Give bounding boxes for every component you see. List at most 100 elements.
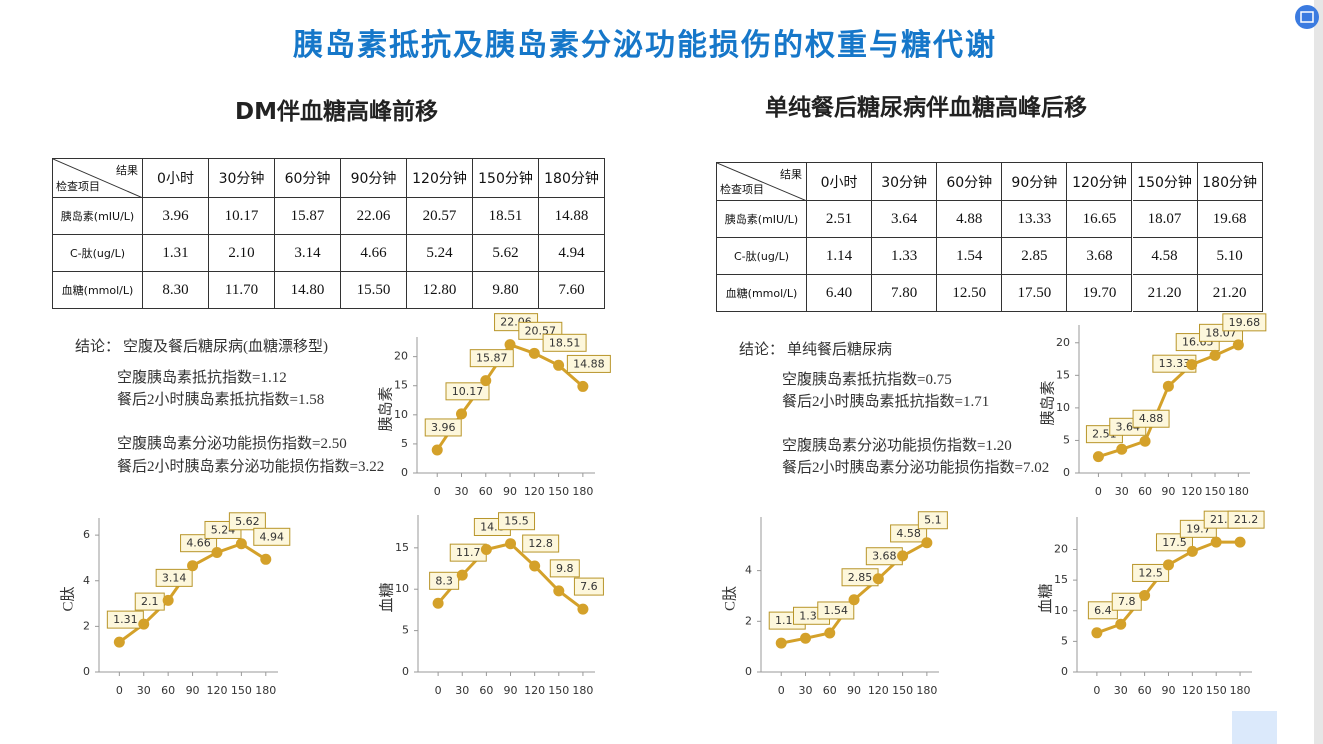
x-tick-label: 180 [572,485,593,498]
corner-cell: 结果 检查项目 [717,163,807,201]
data-point [577,603,589,615]
data-label-box [1227,510,1265,529]
data-point [480,543,492,555]
y-tick-label: 15 [1056,368,1070,381]
column-header: 90分钟 [341,159,407,198]
conclusion-line: 空腹胰岛素分泌功能损伤指数=1.20 [782,438,1012,454]
data-point [1092,451,1104,463]
table-cell: 21.20 [1197,275,1263,312]
data-label: 17.5 [1162,536,1187,549]
data-label: 3.14 [162,571,187,584]
y-tick-label: 0 [402,665,409,678]
x-tick-label: 90 [847,684,861,697]
column-header: 120分钟 [407,159,473,198]
x-tick-label: 0 [434,485,441,498]
corner-top: 结果 [116,165,138,177]
table-cell: 2.85 [1002,238,1068,275]
row-label: C-肽(ug/L) [717,238,807,275]
x-tick-label: 150 [231,684,252,697]
data-label-box [228,512,266,531]
data-point [187,560,199,572]
y-axis-label: 胰岛素 [377,386,394,431]
table-cell: 10.17 [209,198,275,235]
table-cell: 15.87 [275,198,341,235]
table-cell: 4.66 [341,235,407,272]
y-tick-label: 0 [1063,466,1070,479]
data-point [432,597,444,609]
table-cell: 19.70 [1067,275,1133,312]
data-label-box [566,354,611,373]
data-label: 6.4 [1094,604,1112,617]
table-cell: 1.33 [872,238,938,275]
table-cell: 1.54 [937,238,1003,275]
data-point [577,380,589,392]
column-header: 180分钟 [1197,163,1263,201]
x-tick-label: 90 [504,684,518,697]
data-label-box [917,511,948,530]
data-point [235,538,247,550]
column-header: 30分钟 [872,163,938,201]
panel-heading: DM伴血糖高峰前移 [235,99,438,125]
table-cell: 18.07 [1132,201,1198,238]
table-cell: 18.51 [473,198,539,235]
data-point [848,594,860,606]
y-tick-label: 15 [1054,573,1068,586]
data-label: 21.2 [1234,513,1259,526]
y-axis-label: 胰岛素 [1039,380,1056,425]
panel-heading: 单纯餐后糖尿病伴血糖高峰后移 [765,95,1087,121]
x-tick-label: 120 [868,684,889,697]
data-point [456,408,467,420]
x-tick-label: 60 [1138,684,1152,697]
corner-diagonal [53,159,143,198]
data-label: 3.68 [872,550,897,563]
x-tick-label: 120 [206,684,227,697]
x-tick-label: 60 [161,684,175,697]
table-cell: 1.31 [143,235,209,272]
data-label-box [549,559,580,578]
data-label: 15.5 [504,515,529,528]
data-point [260,553,272,565]
data-label: 9.8 [556,562,574,575]
column-header: 90分钟 [1002,163,1068,201]
data-point [113,636,125,648]
table-cell: 19.68 [1197,201,1263,238]
data-point [1115,618,1127,630]
data-point [480,375,492,387]
x-tick-label: 0 [116,684,123,697]
x-tick-label: 0 [435,684,442,697]
y-tick-label: 0 [745,665,752,678]
table-cell: 7.80 [872,275,938,312]
corner-widget[interactable] [1232,711,1277,744]
table-cell: 6.40 [807,275,873,312]
data-point [921,537,933,549]
data-point [505,538,517,550]
data-label: 2.1 [141,595,159,608]
x-tick-label: 30 [455,684,469,697]
column-header: 60分钟 [275,159,341,198]
data-point [1139,435,1151,447]
x-tick-label: 60 [479,684,493,697]
y-tick-label: 15 [395,541,409,554]
column-header: 150分钟 [1132,163,1198,201]
table-cell: 21.20 [1132,275,1198,312]
x-tick-label: 60 [1138,485,1152,498]
data-point [162,594,174,606]
data-label-box [573,577,604,596]
table-cell: 9.80 [473,272,539,309]
table-cell: 15.50 [341,272,407,309]
data-label-box [1111,592,1142,611]
data-point [431,444,443,456]
column-header: 120分钟 [1067,163,1133,201]
data-table: 结果 检查项目 0小时 30分钟 60分钟 90分钟 120分钟 150分钟 180分钟 胰岛素(… [716,162,1263,312]
y-tick-label: 4 [83,574,90,587]
corner-icon[interactable] [1295,5,1319,29]
x-tick-label: 150 [548,684,569,697]
x-tick-label: 30 [1114,684,1128,697]
x-tick-label: 90 [186,684,200,697]
data-label: 10.17 [452,385,484,398]
icon-glyph [1300,11,1314,23]
data-point [1116,443,1128,455]
data-label-box [155,568,193,587]
data-point [138,618,150,630]
